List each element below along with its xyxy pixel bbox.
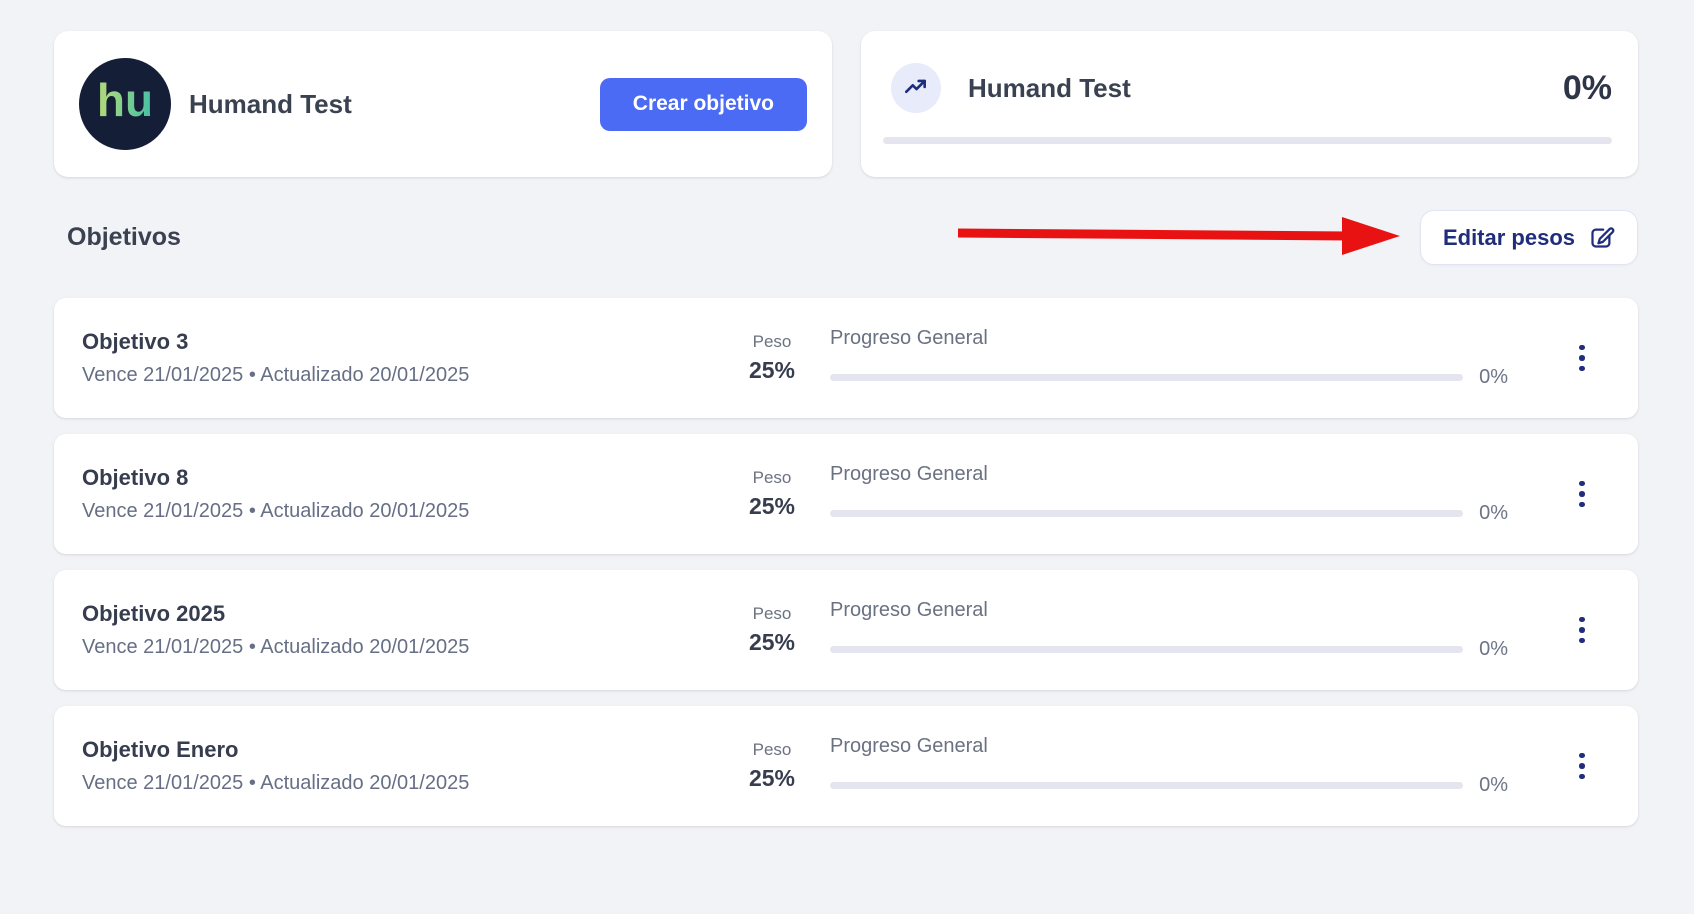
progress-bar bbox=[830, 782, 1464, 789]
objective-dates: Vence 21/01/2025 • Actualizado 20/01/202… bbox=[82, 772, 470, 794]
summary-progress-percent: 0% bbox=[1562, 68, 1612, 107]
objective-card[interactable]: Objetivo 3 Vence 21/01/2025 • Actualizad… bbox=[54, 298, 1638, 418]
kebab-menu-icon bbox=[1579, 616, 1585, 623]
kebab-menu-button[interactable] bbox=[1560, 468, 1604, 520]
weight-value: 25% bbox=[748, 765, 796, 791]
weight-value: 25% bbox=[748, 629, 796, 655]
kebab-menu-icon bbox=[1579, 344, 1585, 351]
top-row: hu Humand Test Crear objetivo Humand Tes… bbox=[54, 31, 1638, 177]
objective-title: Objetivo 3 bbox=[82, 329, 189, 354]
kebab-menu-icon bbox=[1579, 752, 1585, 759]
objective-title: Objetivo 8 bbox=[82, 465, 189, 490]
objectives-section-header: Objetivos Editar pesos bbox=[54, 210, 1638, 265]
progress-percent: 0% bbox=[1479, 774, 1508, 796]
edit-weights-label: Editar pesos bbox=[1442, 224, 1575, 250]
objective-title: Objetivo 2025 bbox=[82, 601, 226, 626]
trending-up-icon bbox=[891, 63, 941, 113]
objective-dates: Vence 21/01/2025 • Actualizado 20/01/202… bbox=[82, 500, 470, 522]
edit-pencil-square-icon bbox=[1588, 224, 1615, 251]
objective-card[interactable]: Objetivo Enero Vence 21/01/2025 • Actual… bbox=[54, 706, 1638, 826]
progress-bar bbox=[830, 374, 1464, 381]
kebab-menu-button[interactable] bbox=[1560, 740, 1604, 792]
summary-progress-bar bbox=[883, 137, 1612, 144]
progress-percent: 0% bbox=[1479, 502, 1508, 524]
progress-label: Progreso General bbox=[830, 327, 988, 349]
kebab-menu-button[interactable] bbox=[1560, 332, 1604, 384]
weight-label: Peso bbox=[752, 740, 792, 759]
progress-label: Progreso General bbox=[830, 735, 988, 757]
progress-label: Progreso General bbox=[830, 599, 988, 621]
progress-percent: 0% bbox=[1479, 638, 1508, 660]
objective-card[interactable]: Objetivo 2025 Vence 21/01/2025 • Actuali… bbox=[54, 570, 1638, 690]
weight-label: Peso bbox=[752, 332, 792, 351]
avatar-initials: hu bbox=[97, 77, 153, 131]
summary-title: Humand Test bbox=[968, 72, 1131, 103]
objective-title: Objetivo Enero bbox=[82, 737, 239, 762]
profile-title: Humand Test bbox=[189, 88, 352, 119]
objectives-list: Objetivo 3 Vence 21/01/2025 • Actualizad… bbox=[54, 298, 1638, 826]
progress-bar bbox=[830, 510, 1464, 517]
weight-value: 25% bbox=[748, 493, 796, 519]
summary-card: Humand Test 0% bbox=[861, 31, 1638, 177]
progress-percent: 0% bbox=[1479, 366, 1508, 388]
weight-label: Peso bbox=[752, 604, 792, 623]
avatar: hu bbox=[79, 58, 171, 150]
kebab-menu-button[interactable] bbox=[1560, 604, 1604, 656]
create-objective-button[interactable]: Crear objetivo bbox=[599, 77, 807, 131]
edit-weights-button[interactable]: Editar pesos bbox=[1419, 210, 1638, 265]
kebab-menu-icon bbox=[1579, 480, 1585, 487]
weight-label: Peso bbox=[752, 468, 792, 487]
objective-dates: Vence 21/01/2025 • Actualizado 20/01/202… bbox=[82, 636, 470, 658]
objective-card[interactable]: Objetivo 8 Vence 21/01/2025 • Actualizad… bbox=[54, 434, 1638, 554]
profile-card: hu Humand Test Crear objetivo bbox=[54, 31, 832, 177]
weight-value: 25% bbox=[748, 357, 796, 383]
objective-dates: Vence 21/01/2025 • Actualizado 20/01/202… bbox=[82, 364, 470, 386]
objectives-heading: Objetivos bbox=[67, 223, 181, 251]
progress-bar bbox=[830, 646, 1464, 653]
red-arrow-annotation bbox=[957, 217, 1400, 255]
progress-label: Progreso General bbox=[830, 463, 988, 485]
